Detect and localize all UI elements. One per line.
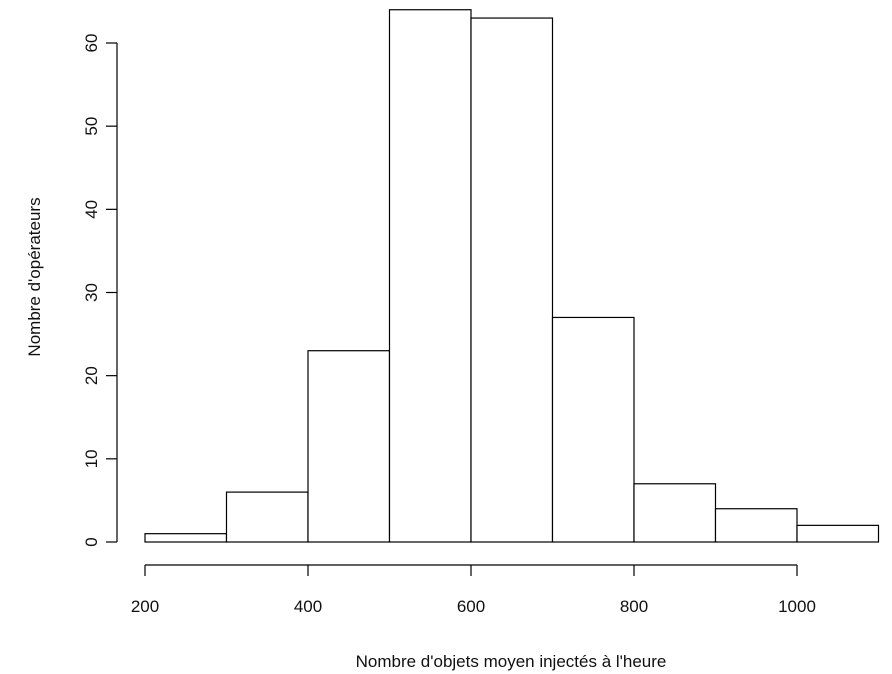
x-tick-label-400: 400 (294, 597, 322, 616)
y-tick-label-40: 40 (82, 200, 101, 219)
y-tick-label-10: 10 (82, 449, 101, 468)
y-axis-title: Nombre d'opérateurs (25, 197, 44, 356)
histogram-bar-500-600 (388, 9, 472, 543)
histogram-bar-400-500 (307, 350, 391, 543)
histogram-bar-300-400 (225, 491, 309, 543)
y-tick-label-0: 0 (82, 537, 101, 546)
y-tick-label-30: 30 (82, 283, 101, 302)
y-tick-label-20: 20 (82, 366, 101, 385)
histogram-bar-600-700 (470, 17, 554, 543)
histogram-bar-700-800 (551, 316, 635, 543)
histogram-bar-200-300 (144, 533, 228, 543)
histogram-bar-900-1000 (714, 508, 798, 543)
y-axis: 0 10 20 30 40 50 60 (82, 34, 118, 547)
histogram-bar-800-900 (633, 483, 717, 543)
x-axis: 200 400 600 800 1000 (131, 564, 816, 616)
x-tick-label-1000: 1000 (778, 597, 816, 616)
x-tick-label-200: 200 (131, 597, 159, 616)
x-tick-label-800: 800 (620, 597, 648, 616)
y-tick-label-50: 50 (82, 117, 101, 136)
histogram-bars (144, 9, 880, 543)
histogram-bar-1000-1100 (796, 524, 880, 543)
x-axis-title: Nombre d'objets moyen injectés à l'heure (356, 652, 667, 671)
y-tick-label-60: 60 (82, 34, 101, 53)
x-tick-label-600: 600 (457, 597, 485, 616)
